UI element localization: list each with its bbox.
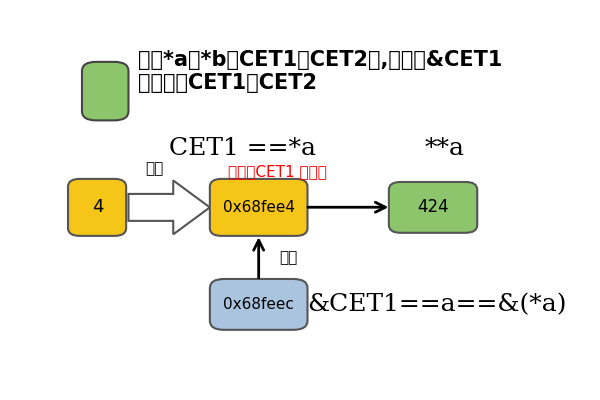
Text: **a: **a xyxy=(425,138,464,160)
Text: CET1 ==*a: CET1 ==*a xyxy=(169,138,316,160)
Text: 地址: 地址 xyxy=(280,250,298,265)
FancyBboxPatch shape xyxy=(68,179,126,236)
Text: 赋值: 赋值 xyxy=(145,161,163,176)
Text: &CET1==a==&(*a): &CET1==a==&(*a) xyxy=(308,293,567,316)
Text: 0x68feec: 0x68feec xyxy=(223,297,294,312)
Text: 交换*a和*b（CET1、CET2）,即交换&CET1
实现交换CET1和CET2: 交换*a和*b（CET1、CET2）,即交换&CET1 实现交换CET1和CET… xyxy=(138,50,502,93)
Text: 4: 4 xyxy=(92,198,104,216)
Text: 注意：CET1 为指针: 注意：CET1 为指针 xyxy=(229,164,328,179)
FancyBboxPatch shape xyxy=(210,279,308,330)
Text: 424: 424 xyxy=(417,198,449,216)
FancyBboxPatch shape xyxy=(210,179,308,236)
FancyBboxPatch shape xyxy=(389,182,477,233)
FancyBboxPatch shape xyxy=(82,62,128,120)
Text: 0x68fee4: 0x68fee4 xyxy=(223,200,295,215)
Polygon shape xyxy=(128,180,210,234)
